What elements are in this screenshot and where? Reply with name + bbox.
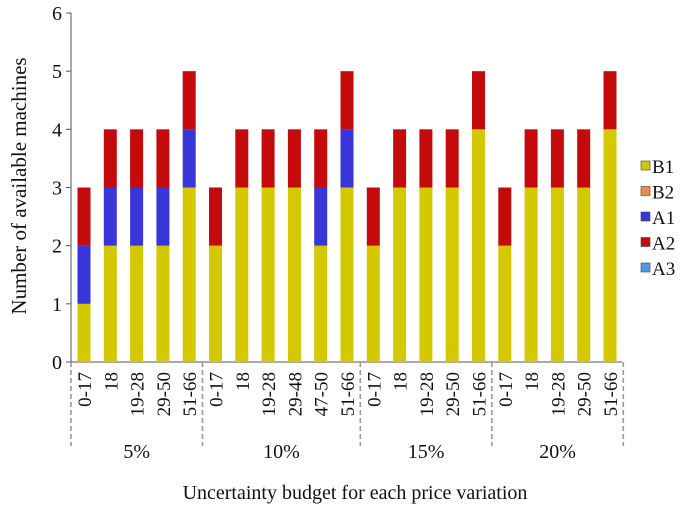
bar-segment-b1 bbox=[524, 187, 538, 362]
legend-swatch-b2 bbox=[640, 186, 651, 196]
x-category-label: 19-28 bbox=[417, 372, 438, 416]
bar-segment-a2 bbox=[550, 129, 564, 188]
bar-segment-a2 bbox=[445, 129, 459, 188]
y-tick-label: 0 bbox=[52, 352, 62, 374]
x-category-label: 0-17 bbox=[364, 372, 385, 407]
bar-segment-b1 bbox=[103, 245, 117, 362]
x-category-label: 29-50 bbox=[443, 372, 464, 416]
bar-segment-b1 bbox=[419, 187, 433, 362]
bar-segment-a2 bbox=[261, 129, 275, 188]
legend-swatch-b1 bbox=[640, 160, 651, 171]
bar-segment-a2 bbox=[472, 71, 485, 130]
bar-segment-a1 bbox=[156, 187, 170, 246]
bar-segment-b1 bbox=[182, 187, 196, 362]
bar-segment-a2 bbox=[314, 129, 328, 188]
legend-swatch-a2 bbox=[640, 237, 651, 247]
bar-segment-b1 bbox=[340, 187, 354, 362]
x-category-label: 29-48 bbox=[285, 372, 306, 416]
y-tick-label: 6 bbox=[52, 3, 62, 25]
x-category-label: 29-50 bbox=[575, 372, 596, 416]
legend-swatch-a1 bbox=[640, 211, 651, 222]
x-category-label: 18 bbox=[101, 372, 122, 391]
bar-segment-a2 bbox=[209, 187, 222, 246]
legend-swatch-a3 bbox=[640, 262, 651, 273]
bar-segment-a1 bbox=[103, 187, 117, 246]
y-tick-label: 2 bbox=[52, 236, 62, 258]
bar-segment-b1 bbox=[156, 245, 170, 362]
x-group-label: 10% bbox=[263, 441, 300, 463]
bar-segment-a2 bbox=[235, 129, 249, 188]
x-category-label: 19-28 bbox=[259, 372, 280, 416]
bar-segment-a2 bbox=[130, 129, 144, 188]
x-axis-label: Uncertainty budget for each price variat… bbox=[183, 482, 528, 504]
bar-segment-b1 bbox=[472, 129, 485, 362]
x-category-label: 51-66 bbox=[601, 372, 622, 416]
bar-segment-b1 bbox=[209, 245, 222, 362]
x-group-label: 5% bbox=[123, 441, 150, 463]
y-tick-label: 3 bbox=[52, 178, 62, 200]
x-category-label: 29-50 bbox=[154, 372, 175, 416]
bar-segment-b1 bbox=[445, 187, 459, 362]
bar-segment-b1 bbox=[393, 187, 407, 362]
bar-segment-b1 bbox=[287, 187, 301, 362]
x-group-label: 20% bbox=[539, 441, 576, 463]
bar-segment-b1 bbox=[366, 245, 380, 362]
x-category-label: 51-66 bbox=[470, 372, 491, 416]
legend-label-b1: B1 bbox=[652, 157, 674, 178]
bar-segment-a1 bbox=[130, 187, 144, 246]
y-tick-label: 5 bbox=[52, 61, 62, 83]
x-category-label: 0-17 bbox=[496, 372, 517, 407]
bar-segment-a2 bbox=[524, 129, 538, 188]
x-category-label: 47-50 bbox=[312, 372, 333, 416]
bar-segment-b1 bbox=[77, 303, 91, 362]
bar-segment-a1 bbox=[314, 187, 328, 246]
bar-segment-a1 bbox=[340, 129, 354, 188]
y-tick-label: 4 bbox=[52, 119, 62, 141]
x-group-label: 15% bbox=[408, 441, 445, 463]
legend-label-a2: A2 bbox=[652, 234, 675, 255]
legend-label-b2: B2 bbox=[652, 183, 674, 204]
y-tick-label: 1 bbox=[52, 294, 62, 316]
bar-segment-b1 bbox=[550, 187, 564, 362]
bar-segment-b1 bbox=[577, 187, 591, 362]
bar-segment-a2 bbox=[393, 129, 407, 188]
legend-label-a1: A1 bbox=[652, 208, 675, 229]
bar-segment-a2 bbox=[156, 129, 170, 188]
x-category-label: 0-17 bbox=[75, 372, 96, 407]
bar-segment-b1 bbox=[603, 129, 617, 362]
bar-segment-a2 bbox=[498, 187, 512, 246]
x-category-label: 51-66 bbox=[338, 372, 359, 416]
x-category-label: 18 bbox=[391, 372, 412, 391]
bar-segment-a2 bbox=[77, 187, 91, 246]
bar-segment-a2 bbox=[103, 129, 117, 188]
bar-segment-a2 bbox=[419, 129, 433, 188]
bar-segment-a2 bbox=[577, 129, 591, 188]
bar-segment-a2 bbox=[603, 71, 617, 130]
legend-label-a3: A3 bbox=[652, 259, 675, 280]
x-category-label: 18 bbox=[233, 372, 254, 391]
bar-segment-a1 bbox=[77, 245, 91, 304]
bar-segment-b1 bbox=[261, 187, 275, 362]
x-category-label: 0-17 bbox=[207, 372, 228, 407]
bar-segment-a2 bbox=[340, 71, 354, 130]
bar-segment-b1 bbox=[130, 245, 144, 362]
x-category-label: 51-66 bbox=[180, 372, 201, 416]
bar-segment-a2 bbox=[287, 129, 301, 188]
bar-segment-a1 bbox=[182, 129, 196, 188]
x-category-label: 18 bbox=[522, 372, 543, 391]
x-category-label: 19-28 bbox=[128, 372, 149, 416]
bar-segment-b1 bbox=[314, 245, 328, 362]
bar-segment-a2 bbox=[182, 71, 196, 130]
y-axis-label: Number of available machines bbox=[7, 57, 31, 314]
bar-segment-b1 bbox=[498, 245, 512, 362]
x-category-label: 19-28 bbox=[548, 372, 569, 416]
bar-segment-a2 bbox=[366, 187, 380, 246]
bar-segment-b1 bbox=[235, 187, 249, 362]
